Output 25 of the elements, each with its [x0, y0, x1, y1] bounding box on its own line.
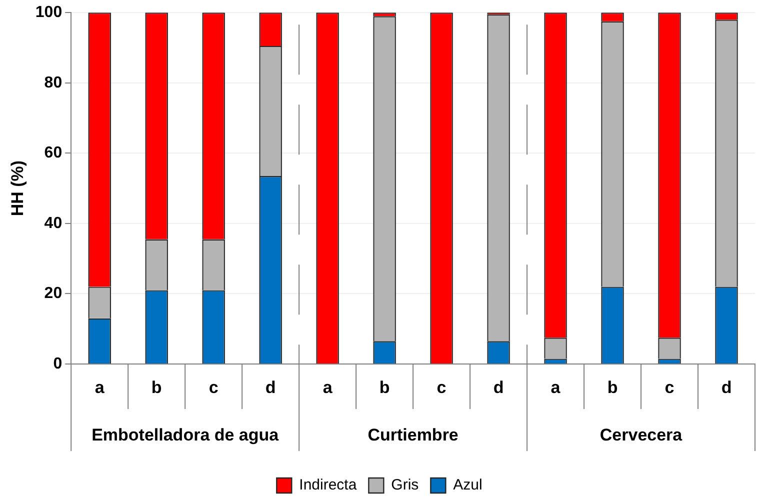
text: Curtiembre	[368, 426, 458, 445]
x-tick-label: d	[721, 378, 732, 397]
y-tick-label: 100	[35, 4, 62, 22]
y-tick-label: 60	[44, 144, 62, 162]
x-tick-label: c	[664, 378, 674, 397]
y-tick-label: 20	[44, 285, 62, 302]
x-tick-label: b	[151, 378, 162, 397]
x-tick-label: a	[550, 378, 561, 397]
x-tick-label: c	[208, 378, 218, 397]
legend-label: Azul	[453, 476, 482, 494]
x-tick-label: d	[265, 378, 276, 397]
x-tick-label: b	[379, 378, 390, 397]
x-tick-label: a	[94, 378, 105, 397]
x-tick-label: d	[493, 378, 504, 397]
y-tick-label: 40	[44, 214, 62, 232]
text: Cervecera	[600, 426, 683, 445]
y-tick-label: 0	[53, 355, 62, 372]
y-axis-title: HH (%)	[8, 160, 27, 216]
legend-label: Gris	[391, 476, 419, 494]
legend-label: Indirecta	[299, 476, 358, 494]
text: Embotelladora de agua	[92, 426, 280, 445]
x-tick-label: a	[322, 378, 333, 397]
x-tick-label: b	[607, 378, 618, 397]
x-tick-label: c	[436, 378, 446, 397]
y-tick-label: 80	[44, 74, 62, 92]
